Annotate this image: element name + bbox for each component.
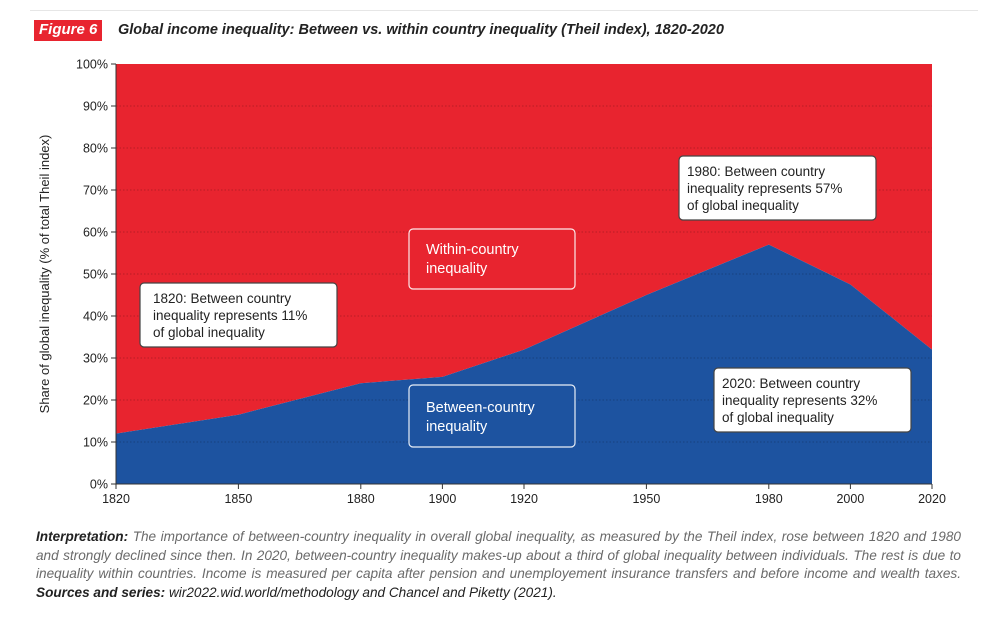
y-tick-label: 70% [83,184,108,198]
annotation-1980-line: 1980: Between country [687,164,825,179]
annotation-1820-line: 1820: Between country [153,291,291,306]
y-tick-label: 80% [83,142,108,156]
x-tick-label: 1920 [510,492,538,506]
y-tick-label: 90% [83,100,108,114]
x-tick-label: 1880 [347,492,375,506]
sources-text: wir2022.wid.world/methodology and Chance… [165,584,557,600]
within-country-label: Within-country inequality [408,228,576,290]
annotation-2020-box [713,367,912,433]
annotation-1980-line: of global inequality [687,198,799,213]
annotation-2020-line: inequality represents 32% [722,393,877,408]
within-country-label-line: inequality [426,261,488,277]
x-tick-label: 2000 [836,492,864,506]
annotation-1820-line: inequality represents 11% [153,308,307,323]
chart-title: Global income inequality: Between vs. wi… [118,22,724,38]
chart-svg: 0% 10% 20% 30% 40% 50% 60% 70% 80% 90% 100% 1820 185… [37,58,946,507]
y-tick-label: 30% [83,352,108,366]
top-divider [30,10,978,11]
annotation-1820-box [139,282,338,348]
x-tick-label: 1980 [755,492,783,506]
x-tick-label: 1850 [224,492,252,506]
y-tick-label: 20% [83,394,108,408]
annotation-1820: 1820: Between country inequality represen… [139,282,338,348]
y-tick-label: 10% [83,436,108,450]
x-tick-label: 2020 [918,492,946,506]
y-tick-label: 100% [76,58,108,72]
annotation-1980: 1980: Between country inequality represen… [678,155,877,221]
annotation-2020-line: of global inequality [722,410,834,425]
within-country-label-line: Within-country [426,242,519,258]
y-tick-label: 0% [90,478,108,492]
annotation-1980-box [678,155,877,221]
interpretation-text: The importance of between-country inequa… [36,529,961,581]
figure-badge: Figure 6 [34,20,103,41]
y-tick-label: 40% [83,310,108,324]
y-axis-title: Share of global inequality (% of total T… [37,135,52,414]
x-tick-label: 1820 [102,492,130,506]
annotation-1980-line: inequality represents 57% [687,181,842,196]
y-tick-label: 50% [83,268,108,282]
annotation-2020: 2020: Between country inequality represen… [713,367,912,433]
sources-label: Sources and series: [36,584,166,600]
between-country-label-box [408,384,576,448]
y-tick-label: 60% [83,226,108,240]
annotation-2020-line: 2020: Between country [722,376,860,391]
interpretation-note: Interpretation: The importance of betwee… [36,528,961,602]
x-tick-label: 1900 [428,492,456,506]
between-country-label-line: Between-country [426,400,536,416]
interpretation-label: Interpretation: [36,529,129,544]
x-tick-label: 1950 [632,492,660,506]
within-country-label-box [408,228,576,290]
annotation-1820-line: of global inequality [153,325,265,340]
between-country-label-line: inequality [426,419,488,435]
between-country-label: Between-country inequality [408,384,576,448]
